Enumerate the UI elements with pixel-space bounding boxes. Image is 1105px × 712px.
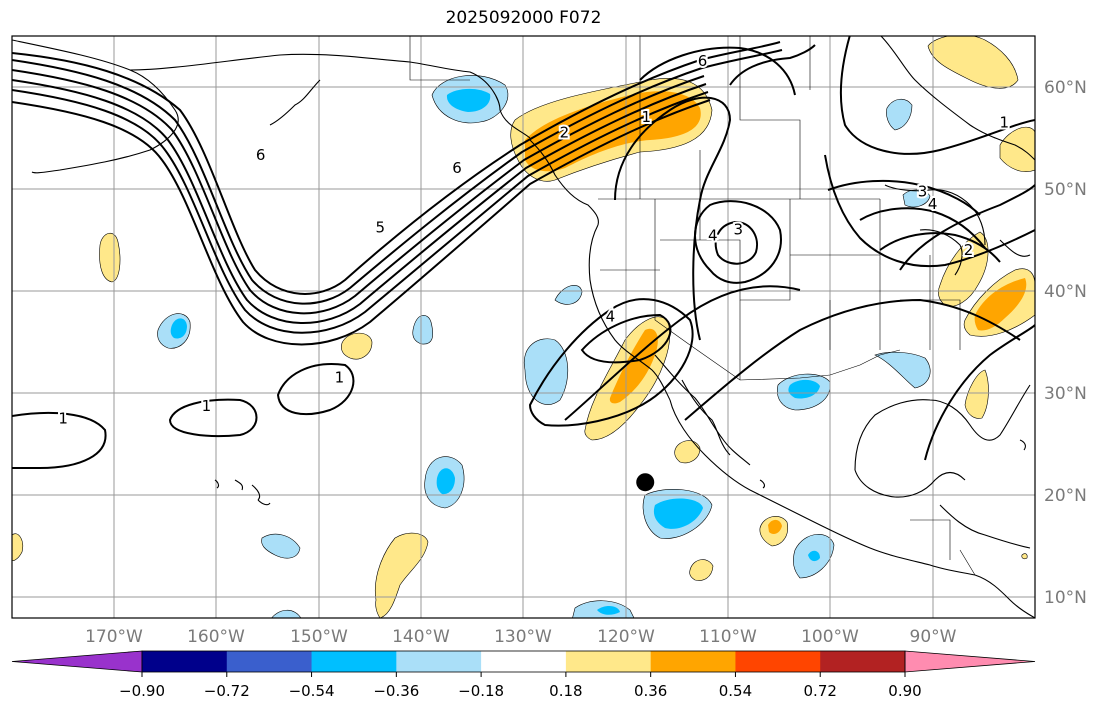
lon-label: 160°W — [187, 627, 245, 647]
colorbar-tick-label: −0.90 — [119, 682, 165, 700]
colorbar-tick-label: −0.54 — [289, 682, 335, 700]
colorbar-tick-label: 0.36 — [634, 682, 667, 700]
colorbar-extend-low — [11, 650, 143, 673]
lat-label: 30°N — [1044, 384, 1087, 404]
colorbar-segment — [735, 651, 821, 672]
colorbar-segment — [481, 651, 567, 672]
colorbar-segment — [650, 651, 736, 672]
colorbar-ticks: −0.90 −0.72 −0.54 −0.36 −0.18 0.18 0.36 0.54 0.7… — [119, 672, 922, 700]
contour-label: 5 — [376, 218, 386, 236]
lat-label: 50°N — [1044, 180, 1087, 200]
lon-label: 130°W — [494, 627, 552, 647]
contour-label: 2 — [560, 124, 570, 142]
contour-label: 1 — [58, 409, 68, 427]
borders — [409, 36, 976, 576]
lat-label: 40°N — [1044, 282, 1087, 302]
colorbar-tick-label: −0.18 — [458, 682, 504, 700]
contour-label: 3 — [734, 221, 744, 239]
colorbar-segment — [311, 651, 397, 672]
lat-label: 10°N — [1044, 588, 1087, 608]
colorbar-extend-high — [904, 650, 1036, 673]
contour-label: 1 — [202, 397, 212, 415]
lon-label: 170°W — [85, 627, 143, 647]
longitude-labels: 170°W 160°W 150°W 140°W 130°W 120°W 110°… — [85, 627, 957, 647]
contour-label: 4 — [708, 227, 718, 245]
colorbar: −0.90 −0.72 −0.54 −0.36 −0.18 0.18 0.36 0.54 0.7… — [11, 650, 1036, 700]
coastlines — [12, 36, 1035, 618]
contour-label: 4 — [928, 195, 938, 213]
lon-label: 110°W — [699, 627, 757, 647]
colorbar-tick-label: −0.36 — [373, 682, 419, 700]
contour-label: 1 — [641, 108, 651, 126]
lon-label: 120°W — [597, 627, 655, 647]
lat-label: 20°N — [1044, 486, 1087, 506]
map-title: 2025092000 F072 — [445, 8, 602, 28]
anomaly-blue — [170, 88, 820, 615]
contour-label: 6 — [452, 159, 462, 177]
contour-label: 3 — [918, 183, 928, 201]
colorbar-tick-label: 0.54 — [719, 682, 752, 700]
colorbar-tick-label: −0.72 — [204, 682, 250, 700]
contour-label: 1 — [1000, 113, 1010, 131]
colorbar-tick-label: 0.72 — [804, 682, 837, 700]
colorbar-segment — [226, 651, 313, 672]
colorbar-outline — [141, 650, 906, 673]
lon-label: 90°W — [910, 627, 957, 647]
contour-label: 2 — [964, 241, 974, 259]
lon-label: 150°W — [290, 627, 348, 647]
lon-label: 100°W — [801, 627, 859, 647]
contour-label: 1 — [335, 369, 345, 387]
colorbar-segment — [142, 651, 228, 672]
colorbar-tick-label: 0.90 — [888, 682, 921, 700]
colorbar-segment — [396, 651, 482, 672]
map-frame — [11, 35, 1036, 619]
contour-label: 6 — [698, 52, 708, 70]
colorbar-segment — [820, 651, 906, 672]
contour-lines — [12, 36, 1035, 469]
location-marker — [636, 473, 655, 492]
latitude-labels: 60°N 50°N 40°N 30°N 20°N 10°N — [1044, 78, 1087, 608]
colorbar-tick-label: 0.18 — [549, 682, 582, 700]
colorbar-segment — [565, 651, 652, 672]
colorbar-segments — [11, 650, 1036, 673]
lat-label: 60°N — [1044, 78, 1087, 98]
contour-label: 4 — [606, 307, 616, 325]
lon-label: 140°W — [392, 627, 450, 647]
contour-label: 6 — [256, 146, 266, 164]
